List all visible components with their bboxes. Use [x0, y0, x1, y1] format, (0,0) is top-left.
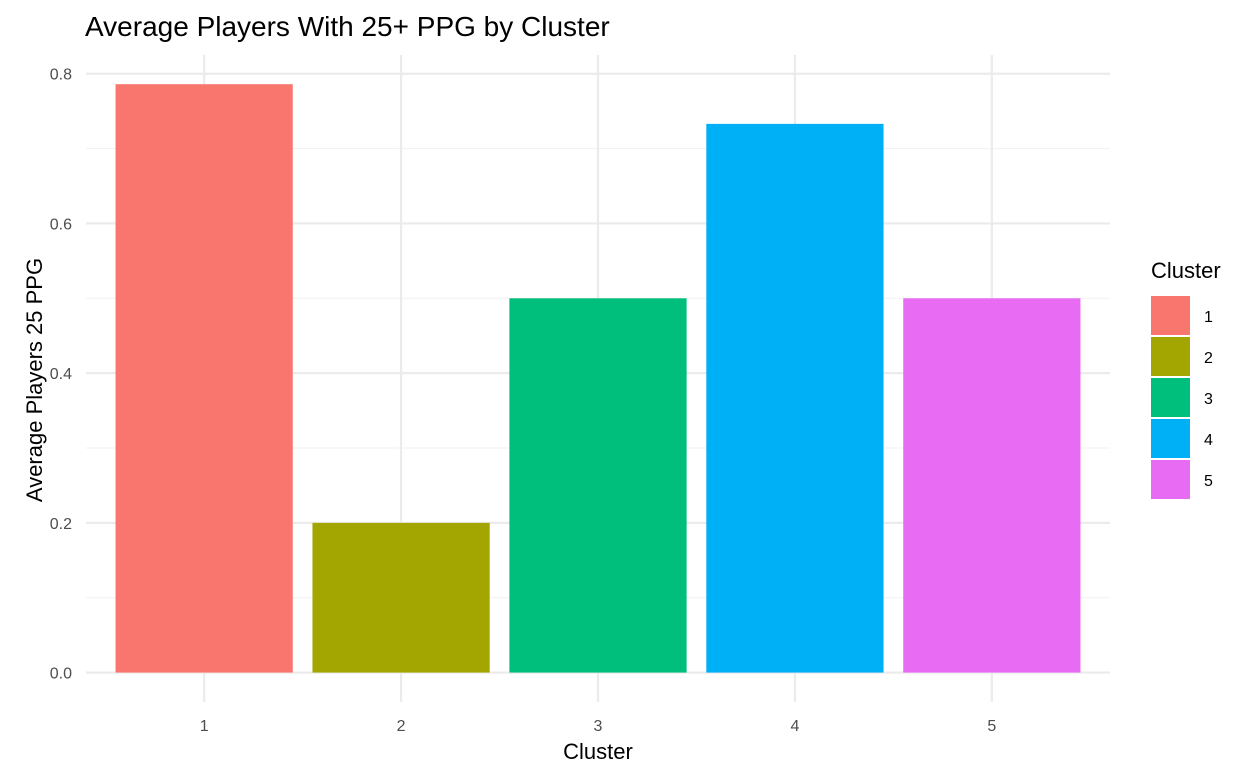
bar-cluster-3 [509, 298, 687, 673]
legend-swatch-3 [1151, 378, 1190, 417]
x-tick-label: 2 [397, 718, 406, 735]
y-tick-label: 0.2 [50, 516, 72, 533]
y-tick-label: 0.0 [50, 666, 72, 683]
x-tick-label: 4 [790, 718, 799, 735]
legend-swatch-2 [1151, 337, 1190, 376]
bar-cluster-4 [706, 123, 884, 673]
bar-cluster-5 [903, 298, 1081, 673]
legend-label: 3 [1204, 391, 1213, 408]
legend: Cluster 1 2 3 4 5 [1151, 258, 1221, 499]
legend-title: Cluster [1151, 258, 1221, 283]
legend-label: 1 [1204, 309, 1213, 326]
y-axis-title: Average Players 25 PPG [22, 258, 47, 502]
bar-cluster-1 [115, 84, 293, 673]
y-tick-label: 0.4 [50, 366, 72, 383]
legend-label: 2 [1204, 350, 1213, 367]
y-axis-ticks: 0.0 0.2 0.4 0.6 0.8 [50, 67, 72, 683]
x-axis-ticks: 1 2 3 4 5 [200, 718, 997, 735]
legend-swatch-4 [1151, 419, 1190, 458]
legend-swatch-5 [1151, 460, 1190, 499]
legend-swatch-1 [1151, 296, 1190, 335]
y-tick-label: 0.8 [50, 67, 72, 84]
x-tick-label: 1 [200, 718, 209, 735]
chart-title: Average Players With 25+ PPG by Cluster [85, 11, 610, 42]
legend-label: 5 [1204, 473, 1213, 490]
x-axis-title: Cluster [563, 739, 633, 764]
bars [115, 84, 1081, 673]
x-tick-label: 3 [594, 718, 603, 735]
legend-label: 4 [1204, 432, 1213, 449]
bar-cluster-2 [312, 522, 490, 673]
x-tick-label: 5 [987, 718, 996, 735]
legend-items: 1 2 3 4 5 [1151, 296, 1213, 499]
y-tick-label: 0.6 [50, 216, 72, 233]
